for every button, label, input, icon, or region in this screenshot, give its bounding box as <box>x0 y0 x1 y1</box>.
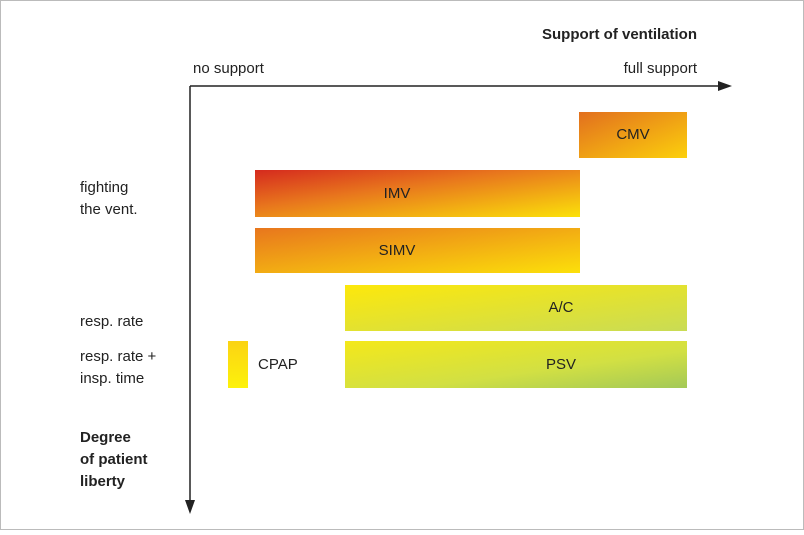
row-label: the vent. <box>80 201 138 218</box>
mode-label: IMV <box>384 185 411 202</box>
x-title: Support of ventilation <box>542 26 697 43</box>
row-label: fighting <box>80 179 128 196</box>
row-label: resp. rate <box>80 313 143 330</box>
mode-bar <box>579 112 687 158</box>
mode-bar <box>255 228 580 273</box>
mode-label: SIMV <box>379 242 416 259</box>
x-arrow <box>718 81 732 91</box>
mode-label: A/C <box>548 299 573 316</box>
mode-label: PSV <box>546 356 576 373</box>
x-end: full support <box>624 60 698 77</box>
mode-label: CPAP <box>258 356 298 373</box>
mode-label: CMV <box>616 126 649 143</box>
x-start: no support <box>193 60 265 77</box>
y-title: liberty <box>80 473 126 490</box>
y-title: Degree <box>80 429 131 446</box>
row-label: insp. time <box>80 370 144 387</box>
mode-bar <box>255 170 580 217</box>
mode-bar <box>228 341 248 388</box>
mode-bar <box>345 341 687 388</box>
y-arrow <box>185 500 195 514</box>
y-title: of patient <box>80 451 148 468</box>
mode-bar <box>345 285 687 331</box>
row-label: resp. rate + <box>80 348 157 365</box>
